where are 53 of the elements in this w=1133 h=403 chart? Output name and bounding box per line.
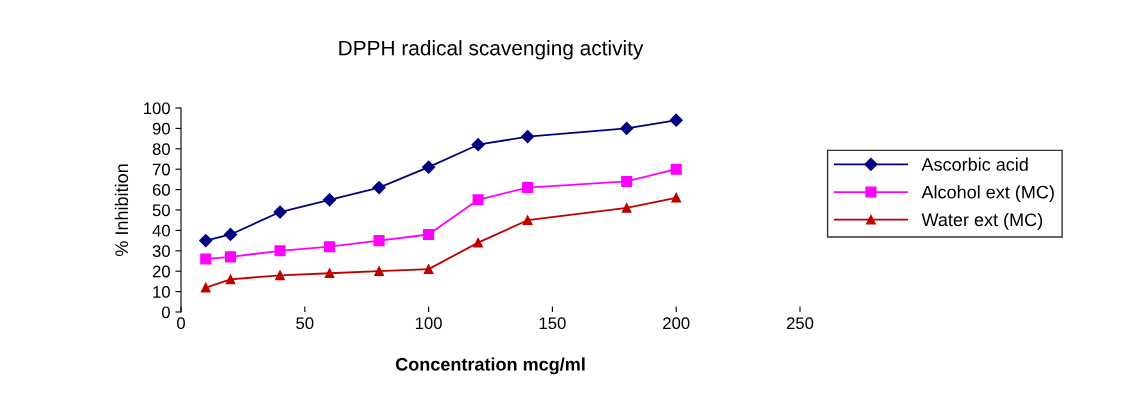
point <box>372 180 386 195</box>
x-tick-label: 200 <box>663 317 690 330</box>
y-tick-label: 40 <box>152 224 170 237</box>
y-tick-label: 80 <box>152 143 170 155</box>
x-tick-label: 100 <box>415 317 442 330</box>
point <box>324 241 336 253</box>
chart-title: DPPH radical scavenging activity <box>339 40 644 60</box>
y-tick-label: 0 <box>161 306 170 319</box>
y-tick-label: 10 <box>153 286 170 298</box>
legend-label: Water ext (MC) <box>921 212 1043 230</box>
point <box>322 193 337 207</box>
y-tick-label: 100 <box>144 102 170 115</box>
point <box>423 228 435 241</box>
point <box>275 270 285 281</box>
point <box>671 192 682 203</box>
point <box>324 268 335 279</box>
point <box>471 138 485 152</box>
y-tick-label: 60 <box>152 184 170 196</box>
point <box>223 227 238 242</box>
x-tick-label: 150 <box>539 317 566 330</box>
point <box>521 129 535 144</box>
point <box>374 266 384 277</box>
x-axis-title: Concentration mcg/ml <box>395 357 585 375</box>
point <box>621 203 632 213</box>
point <box>669 113 683 127</box>
y-tick-label: 50 <box>152 204 170 217</box>
point <box>199 234 213 248</box>
point <box>522 182 534 194</box>
y-tick-label: 70 <box>152 163 170 176</box>
point <box>274 245 286 257</box>
y-tick-label: 90 <box>152 122 170 135</box>
y-axis-title: % Inhibition <box>114 164 129 257</box>
point <box>200 253 212 265</box>
point <box>670 163 682 175</box>
point <box>373 235 385 247</box>
x-tick-label: 50 <box>296 317 314 330</box>
point <box>621 175 633 187</box>
point <box>224 251 237 263</box>
y-tick-label: 20 <box>152 265 170 278</box>
y-tick-label: 30 <box>152 245 170 257</box>
point <box>422 160 436 174</box>
point <box>620 121 634 135</box>
point <box>472 194 484 206</box>
point <box>423 264 434 275</box>
point <box>225 274 236 285</box>
point <box>522 215 533 226</box>
legend-label: Alcohol ext (MC) <box>921 185 1054 203</box>
point <box>200 282 211 293</box>
point <box>273 205 287 219</box>
x-tick-label: 0 <box>177 317 185 330</box>
x-tick-label: 250 <box>786 317 814 330</box>
point <box>473 237 483 248</box>
legend-label: Ascorbic acid <box>921 157 1028 171</box>
